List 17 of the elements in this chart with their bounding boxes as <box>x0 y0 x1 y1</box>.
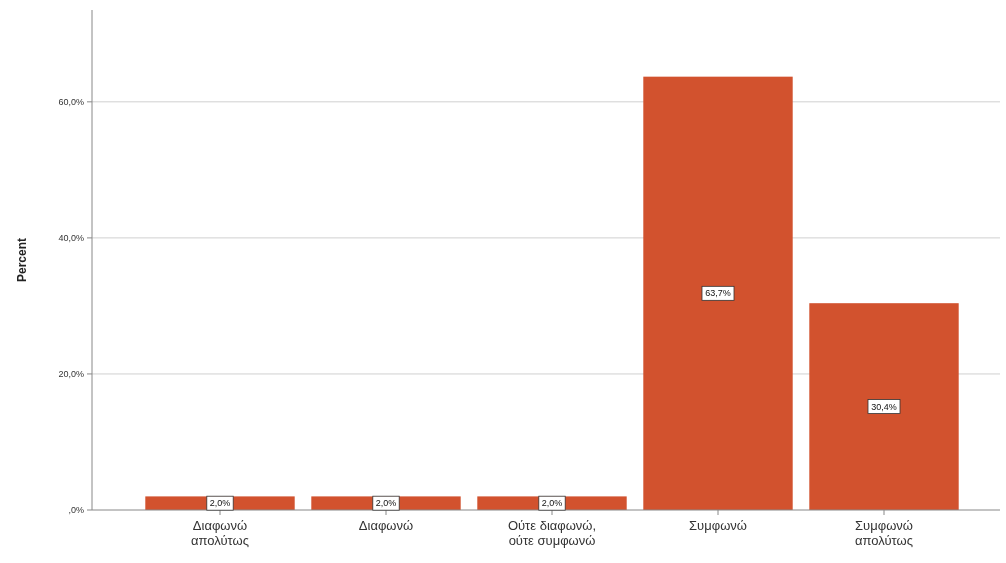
x-tick-label: Διαφωνώ <box>358 518 414 533</box>
y-axis-title: Percent <box>15 237 29 283</box>
y-tick-label: ,0% <box>68 505 84 516</box>
data-label: 63,7% <box>705 288 731 299</box>
bar <box>809 303 959 510</box>
data-label: 2,0% <box>541 498 563 509</box>
y-tick-label: 20,0% <box>58 369 84 380</box>
y-tick-label: 60,0% <box>58 96 84 107</box>
x-tick-label: Ούτε διαφωνώ, ούτε συμφωνώ <box>507 518 597 548</box>
x-tick-label: Συμφωνώ <box>689 518 747 533</box>
data-label: 2,0% <box>209 498 231 509</box>
x-tick-label: Συμφωνώ απολύτως <box>855 518 913 548</box>
y-tick-label: 40,0% <box>58 233 84 244</box>
data-label: 2,0% <box>375 498 397 509</box>
bar <box>643 76 793 510</box>
data-label: 30,4% <box>871 401 897 412</box>
x-tick-label: Διαφωνώ απολύτως <box>191 518 249 548</box>
